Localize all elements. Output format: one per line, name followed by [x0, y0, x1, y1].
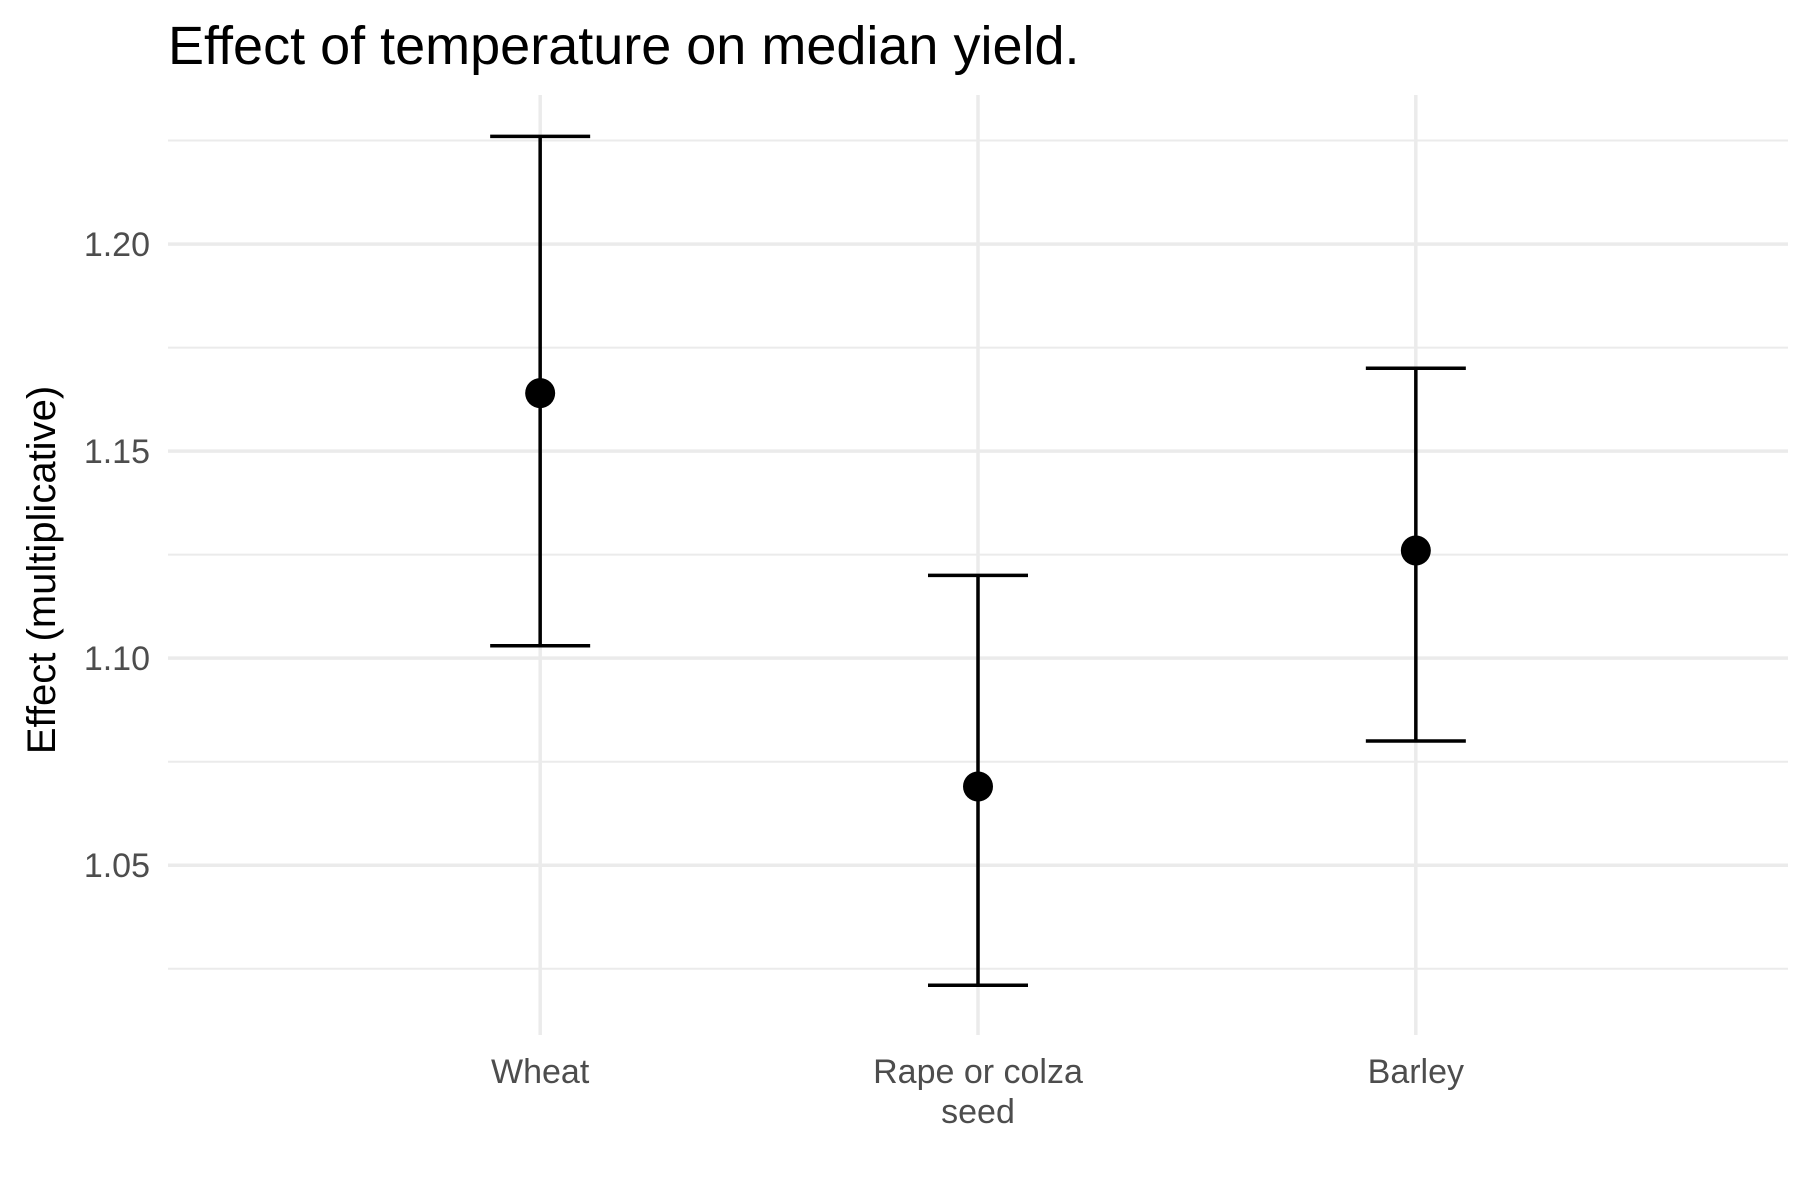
- errorbar-group: [1365, 366, 1466, 743]
- errorbar-group: [490, 134, 591, 648]
- x-tick-label-line: Barley: [1368, 1053, 1464, 1091]
- axis-layer: 1.05 1.10 1.15 1.20 Wheat Rape or colza seed Ba…: [84, 226, 1464, 1131]
- x-tick-label: Wheat: [491, 1053, 590, 1091]
- x-tick-label-line: seed: [941, 1093, 1015, 1131]
- estimate-point: [963, 771, 993, 802]
- chart-title: Effect of temperature on median yield.: [168, 16, 1080, 76]
- y-tick-label: 1.15: [84, 433, 150, 471]
- y-tick-label: 1.20: [84, 226, 150, 264]
- estimate-point: [1400, 535, 1431, 566]
- marks-layer: [490, 134, 1466, 988]
- x-tick-label: Barley: [1368, 1053, 1464, 1091]
- x-tick-label-line: Wheat: [491, 1053, 590, 1091]
- estimate-point: [525, 378, 556, 409]
- x-tick-label-line: Rape or colza: [873, 1053, 1083, 1091]
- errorbar-group: [928, 573, 1028, 988]
- y-axis-label: Effect (multiplicative): [20, 386, 64, 754]
- y-tick-label: 1.10: [84, 640, 150, 678]
- x-tick-label: Rape or colza seed: [873, 1053, 1083, 1131]
- y-tick-label: 1.05: [84, 847, 150, 885]
